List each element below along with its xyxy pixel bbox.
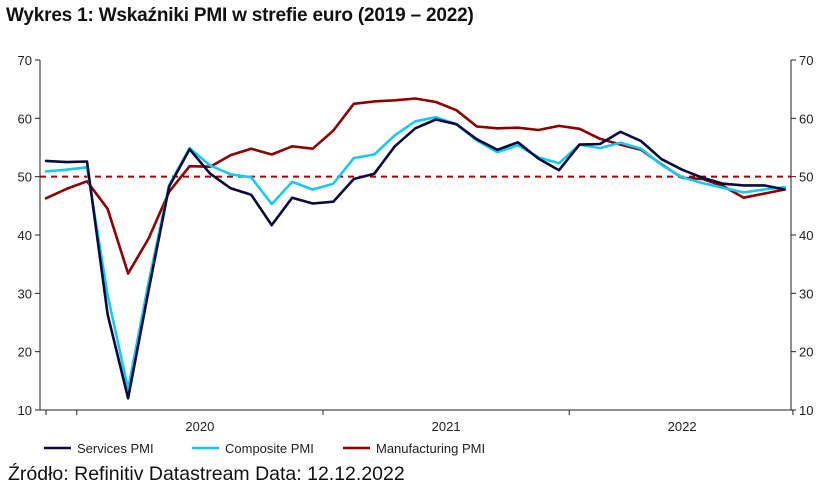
y-tick-label-left: 20 [18,345,32,360]
x-tick-label: 2022 [668,419,697,434]
y-tick-label-left: 70 [18,53,32,68]
legend-label-composite-pmi: Composite PMI [225,441,314,456]
y-tick-label-right: 70 [799,53,813,68]
y-tick-label-left: 40 [18,228,32,243]
y-tick-label-right: 60 [799,111,813,126]
legend-label-manufacturing-pmi: Manufacturing PMI [376,441,485,456]
x-tick-label: 2021 [432,419,461,434]
y-tick-label-right: 10 [799,403,813,418]
y-tick-label-right: 30 [799,286,813,301]
x-tick-label: 2020 [185,419,214,434]
source-note: Źródło: Refinitiv Datastream Data: 12.12… [8,463,405,485]
y-tick-label-left: 10 [18,403,32,418]
y-tick-label-left: 50 [18,170,32,185]
y-tick-label-right: 20 [799,345,813,360]
page-title: Wykres 1: Wskaźniki PMI w strefie euro (… [6,5,474,26]
y-tick-label-left: 60 [18,111,32,126]
series-line-services-pmi [44,118,787,400]
legend-label-services-pmi: Services PMI [77,441,154,456]
y-tick-label-right: 50 [799,170,813,185]
y-tick-label-right: 40 [799,228,813,243]
y-tick-label-left: 30 [18,286,32,301]
